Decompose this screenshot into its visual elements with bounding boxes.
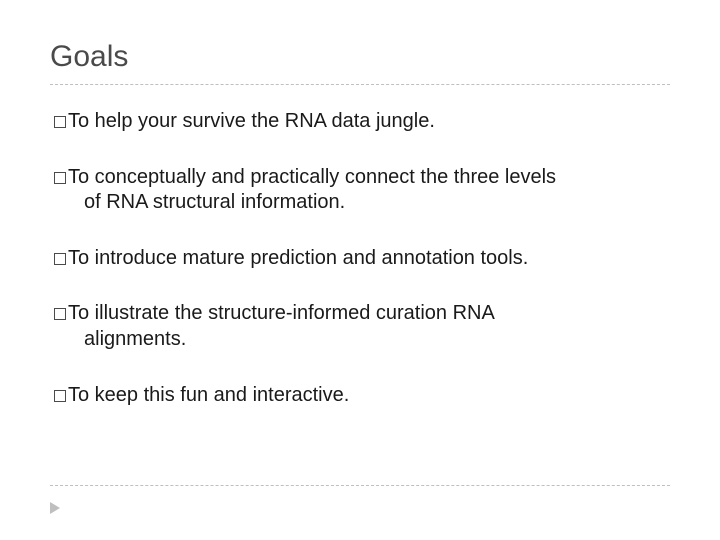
slide: Goals To help your survive the RNA data … bbox=[0, 0, 720, 540]
square-bullet-icon bbox=[54, 116, 66, 128]
bullet-text-line1: To help your survive the RNA data jungle… bbox=[68, 110, 435, 132]
square-bullet-icon bbox=[54, 253, 66, 265]
bullet-text-line1: To conceptually and practically connect … bbox=[68, 166, 556, 188]
bullet-text-line2: alignments. bbox=[54, 327, 670, 353]
square-bullet-icon bbox=[54, 308, 66, 320]
square-bullet-icon bbox=[54, 172, 66, 184]
bullet-list: To help your survive the RNA data jungle… bbox=[50, 109, 670, 408]
list-item: To conceptually and practically connect … bbox=[54, 165, 670, 216]
bullet-text-line1: To keep this fun and interactive. bbox=[68, 384, 349, 406]
bullet-text-line1: To introduce mature prediction and annot… bbox=[68, 247, 528, 269]
list-item: To introduce mature prediction and annot… bbox=[54, 246, 670, 272]
list-item: To keep this fun and interactive. bbox=[54, 383, 670, 409]
bullet-text-line2: of RNA structural information. bbox=[54, 190, 670, 216]
square-bullet-icon bbox=[54, 390, 66, 402]
page-title: Goals bbox=[50, 40, 670, 85]
arrow-right-icon bbox=[50, 502, 60, 514]
list-item: To illustrate the structure-informed cur… bbox=[54, 301, 670, 352]
bullet-text-line1: To illustrate the structure-informed cur… bbox=[68, 302, 495, 324]
list-item: To help your survive the RNA data jungle… bbox=[54, 109, 670, 135]
divider bbox=[50, 485, 670, 486]
